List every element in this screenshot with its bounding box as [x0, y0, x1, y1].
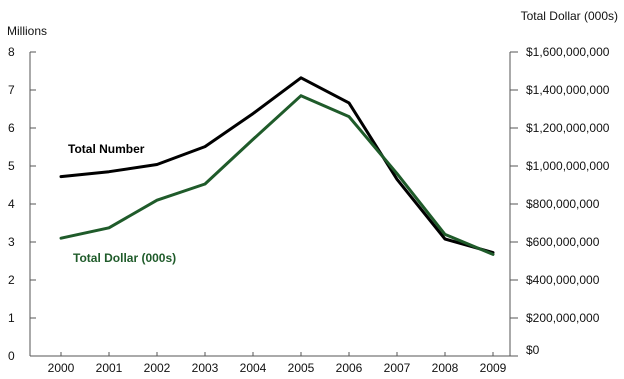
axes-group [29, 52, 511, 357]
x-tick-label: 2004 [240, 361, 267, 375]
right-tick-label: $0 [526, 343, 540, 357]
x-tick-label: 2006 [336, 361, 363, 375]
left-tick-label: 0 [8, 349, 15, 363]
right-tick-label: $1,000,000,000 [526, 159, 610, 173]
left-tick-label: 5 [8, 159, 15, 173]
right-tick-label: $600,000,000 [526, 235, 600, 249]
left-tick-label: 3 [8, 235, 15, 249]
right-axis-title: Total Dollar (000s) [521, 9, 618, 23]
left-tick-label: 6 [8, 121, 15, 135]
left-axis-title: Millions [7, 24, 47, 38]
x-tick-label: 2002 [144, 361, 171, 375]
series-line-total-dollar [59, 94, 495, 256]
right-tick-label: $1,400,000,000 [526, 83, 610, 97]
x-tick-label: 2008 [432, 361, 459, 375]
series-label-total-number: Total Number [68, 142, 145, 156]
x-tick-label: 2001 [96, 361, 123, 375]
right-tick-label: $800,000,000 [526, 197, 600, 211]
x-tick-label: 2009 [480, 361, 507, 375]
right-axis-ticks: $0 $200,000,000 $400,000,000 $600,000,000 $8… [510, 45, 610, 357]
left-tick-label: 8 [8, 45, 15, 59]
series-lines [59, 76, 495, 256]
x-tick-label: 2000 [48, 361, 75, 375]
left-axis-ticks: 0 1 2 3 4 5 6 7 8 [8, 45, 36, 363]
x-axis-ticks: 2000 2001 2002 2003 2004 2005 2006 2007 2008 2009 [48, 352, 507, 375]
right-tick-label: $1,200,000,000 [526, 121, 610, 135]
left-tick-label: 2 [8, 273, 15, 287]
series-label-total-dollar: Total Dollar (000s) [73, 251, 176, 265]
right-tick-label: $400,000,000 [526, 273, 600, 287]
series-line-total-number [59, 76, 495, 255]
x-tick-label: 2003 [192, 361, 219, 375]
left-tick-label: 1 [8, 311, 15, 325]
left-tick-label: 7 [8, 83, 15, 97]
right-tick-label: $1,600,000,000 [526, 45, 610, 59]
x-tick-label: 2007 [384, 361, 411, 375]
right-tick-label: $200,000,000 [526, 311, 600, 325]
left-tick-label: 4 [8, 197, 15, 211]
x-tick-label: 2005 [288, 361, 315, 375]
